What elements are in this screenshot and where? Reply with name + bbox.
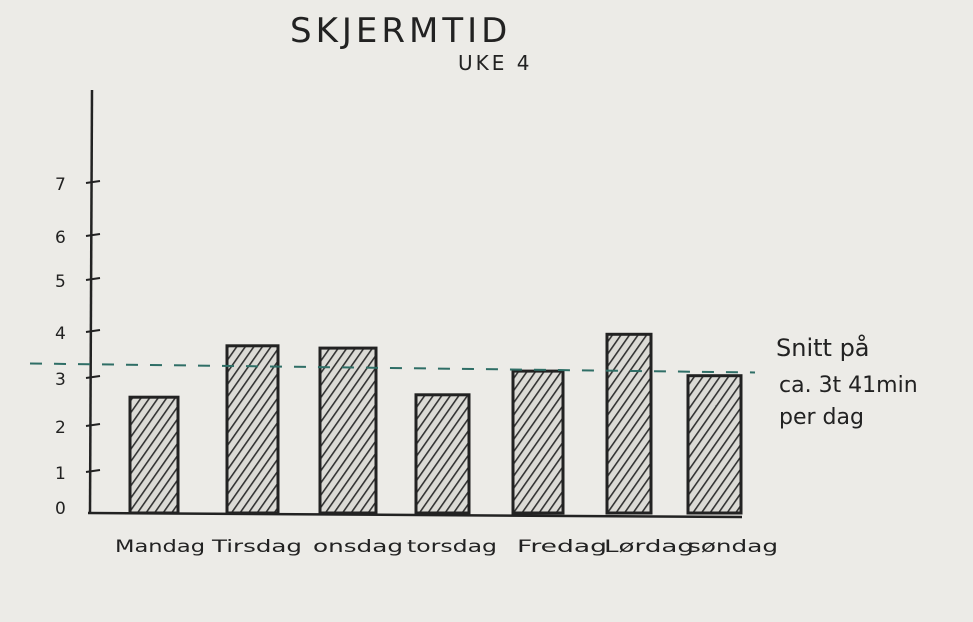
y-tick-mark	[85, 277, 101, 281]
y-tick-label: 5	[55, 272, 66, 292]
y-tick-label: 7	[55, 175, 66, 195]
bar-fredag	[511, 369, 565, 515]
y-tick-label: 6	[55, 228, 66, 248]
bar-torsdag	[414, 393, 471, 515]
y-tick-mark	[85, 329, 101, 333]
x-tick-label: Lørdag	[604, 537, 694, 557]
y-tick-label: 3	[55, 370, 66, 390]
annotation-line-2: ca. 3t 41min	[779, 373, 918, 398]
x-tick-label: Mandag	[115, 537, 205, 557]
bar-mandag	[128, 395, 180, 515]
bar-onsdag	[318, 346, 378, 515]
bar-søndag	[686, 374, 743, 515]
x-tick-label: onsdag	[313, 537, 403, 557]
y-tick-label: 2	[55, 418, 66, 438]
x-axis	[87, 511, 743, 519]
y-tick-mark	[85, 233, 101, 237]
y-tick-label: 0	[55, 499, 66, 519]
bar-tirsdag	[225, 344, 280, 515]
x-tick-label: Tirsdag	[211, 537, 302, 557]
average-line	[29, 362, 756, 374]
x-tick-label: Fredag	[517, 537, 607, 557]
bar-lørdag	[605, 332, 653, 515]
x-tick-label: søndag	[688, 537, 778, 557]
chart-title: SKJERMTID	[290, 11, 511, 51]
annotation-line-1: Snitt på	[776, 333, 870, 362]
y-tick-label: 4	[55, 324, 66, 344]
average-annotation: Snitt på ca. 3t 41min per dag	[776, 333, 918, 430]
y-tick-mark	[85, 375, 101, 379]
y-tick-mark	[85, 469, 101, 473]
y-tick-mark	[85, 423, 101, 427]
annotation-line-3: per dag	[779, 405, 864, 430]
x-tick-label: torsdag	[407, 537, 497, 557]
y-axis	[88, 89, 94, 514]
y-tick-label: 1	[55, 464, 66, 484]
y-tick-mark	[85, 180, 101, 184]
chart-subtitle: UKE 4	[458, 51, 532, 75]
